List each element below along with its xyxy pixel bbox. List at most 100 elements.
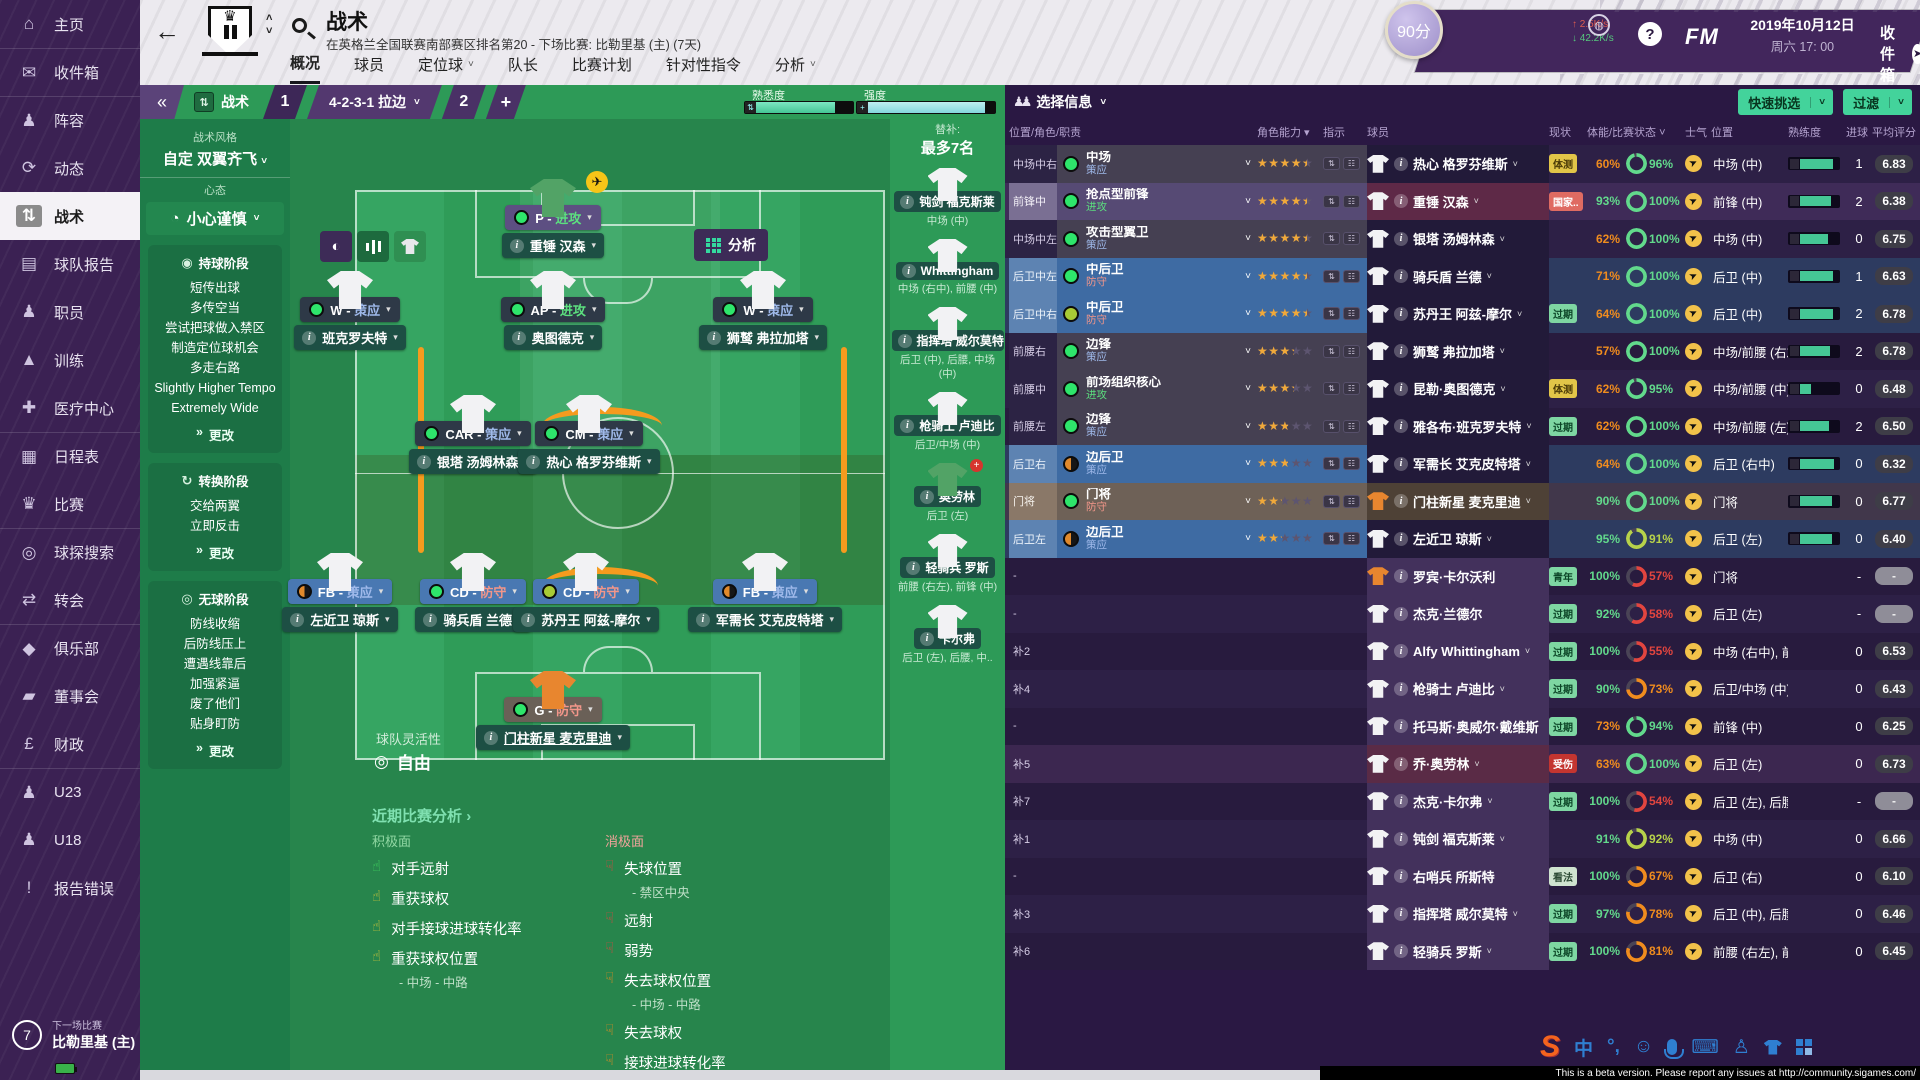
squad-row[interactable]: 补6 i 轻骑兵 罗斯 ˅ 过期 100% 81% ➤ 前腰 (右左), 前... 0 6.45: [1005, 932, 1920, 970]
sidebar-item-report-error[interactable]: ! 报告错误: [0, 864, 140, 912]
player-card-icon[interactable]: ☷: [1343, 457, 1360, 471]
player-name-dropdown[interactable]: i 杰克·卡尔弗 ˅: [1367, 782, 1549, 820]
player-card-icon[interactable]: ☷: [1343, 269, 1360, 283]
kit-view-button[interactable]: [394, 231, 426, 262]
role-dropdown[interactable]: W - 策应 ▾: [713, 297, 813, 322]
col-header-rating[interactable]: 平均评分: [1872, 127, 1916, 139]
sidebar-item-u23[interactable]: ♟ U23: [0, 768, 140, 816]
player-instructions-icon[interactable]: ⇅: [1323, 382, 1340, 396]
substitute-item[interactable]: i 轻骑兵 罗斯 前腰 (右左), 前锋 (中): [890, 534, 1005, 594]
ime-icon[interactable]: 中: [1574, 1038, 1594, 1060]
player-name-dropdown[interactable]: i 罗宾·卡尔沃利: [1367, 557, 1549, 595]
role-dropdown[interactable]: 前场组织核心 进攻 ˅: [1057, 370, 1257, 408]
player-name-dropdown[interactable]: i 右哨兵 所斯特: [1367, 857, 1549, 895]
continue-inbox-button[interactable]: 收件箱 ➤: [1880, 22, 1920, 85]
ime-icon[interactable]: ☺: [1633, 1036, 1654, 1057]
squad-row[interactable]: 补2 i Alfy Whittingham ˅ 过期 100% 55% ➤ 中场 (右中), 前…: [1005, 632, 1920, 670]
player-name-dropdown[interactable]: i 狮鹫 弗拉加塔 ▾: [698, 325, 828, 350]
instruction-icons[interactable]: ⇅ ☷: [1323, 445, 1367, 483]
tab-队长[interactable]: 队长: [508, 52, 538, 84]
player-name-dropdown[interactable]: i 军需长 艾克皮特塔 ˅: [1367, 445, 1549, 483]
next-match-widget[interactable]: 7 下一场比赛 比勒里基 (主): [0, 1017, 140, 1052]
sidebar-item-board[interactable]: ▰ 董事会: [0, 672, 140, 720]
change-link[interactable]: » 更改: [152, 741, 278, 760]
contrast-view-button[interactable]: ◐: [320, 231, 352, 262]
player-instructions-icon[interactable]: ⇅: [1323, 194, 1340, 208]
player-name-dropdown[interactable]: i 奥图德克 ▾: [503, 325, 603, 350]
tab-概况[interactable]: 概况: [290, 52, 321, 84]
player-name-dropdown[interactable]: i Alfy Whittingham ˅: [1367, 632, 1549, 670]
tab-比赛计划[interactable]: 比赛计划: [572, 52, 632, 84]
squad-row[interactable]: - i 罗宾·卡尔沃利 青年 100% 57% ➤ 门将 - -: [1005, 557, 1920, 595]
ime-icon[interactable]: °,: [1607, 1036, 1620, 1057]
player-name-dropdown[interactable]: i 狮鹫 弗拉加塔 ˅: [1367, 332, 1549, 370]
search-icon[interactable]: [292, 18, 307, 33]
instruction-icons[interactable]: ⇅ ☷: [1323, 520, 1367, 558]
player-name-dropdown[interactable]: i 重锤 汉森 ˅: [1367, 182, 1549, 220]
player-name-dropdown[interactable]: i 昆勒·奥图德克 ˅: [1367, 370, 1549, 408]
role-dropdown[interactable]: 攻击型翼卫 策应 ˅: [1057, 220, 1257, 258]
select-info-dropdown[interactable]: ♟♟ 选择信息 ˅: [1013, 94, 1107, 110]
col-header-status[interactable]: 现状: [1549, 127, 1571, 139]
instruction-icons[interactable]: ⇅ ☷: [1323, 182, 1367, 220]
instruction-icons[interactable]: ⇅ ☷: [1323, 257, 1367, 295]
player-name-dropdown[interactable]: i 热心 格罗芬维斯 ˅: [1367, 145, 1549, 183]
col-header-ability[interactable]: 角色能力 ▾: [1257, 127, 1310, 139]
player-name-dropdown[interactable]: i 轻骑兵 罗斯 ˅: [1367, 932, 1549, 970]
player-name-dropdown[interactable]: i 左近卫 琼斯 ˅: [1367, 520, 1549, 558]
ime-skin-icon[interactable]: [1763, 1039, 1782, 1055]
sidebar-item-squad[interactable]: ♟ 阵容: [0, 96, 140, 144]
sidebar-item-u18[interactable]: ♟ U18: [0, 816, 140, 864]
player-name-dropdown[interactable]: i 苏丹王 阿兹-摩尔 ˅: [1367, 295, 1549, 333]
col-header-position[interactable]: 位置: [1711, 127, 1733, 139]
player-name-dropdown[interactable]: i 门柱新星 麦克里迪 ˅: [1367, 482, 1549, 520]
formation-dropdown[interactable]: 4-2-3-1 拉边 ˅: [307, 85, 442, 119]
player-name-dropdown[interactable]: i 骑兵盾 兰德 ˅: [1367, 257, 1549, 295]
back-button[interactable]: ←: [154, 16, 180, 46]
player-instructions-icon[interactable]: ⇅: [1323, 494, 1340, 508]
role-dropdown[interactable]: 门将 防守 ˅: [1057, 482, 1257, 520]
change-link[interactable]: » 更改: [152, 543, 278, 562]
squad-row[interactable]: 补3 i 指挥塔 威尔莫特 ˅ 过期 97% 78% ➤ 后卫 (中), 后腰,... 0 6.46: [1005, 895, 1920, 933]
instruction-icons[interactable]: ⇅ ☷: [1323, 407, 1367, 445]
tab-球员[interactable]: 球员: [354, 52, 384, 84]
player-card-icon[interactable]: ☷: [1343, 382, 1360, 396]
player-name-dropdown[interactable]: i 乔·奥劳林 ˅: [1367, 745, 1549, 783]
role-dropdown[interactable]: 边锋 策应 ˅: [1057, 407, 1257, 445]
tactic-slot-1[interactable]: 1: [263, 85, 307, 119]
squad-row[interactable]: 补1 i 钝剑 福克斯莱 ˅ 91% 92% ➤ 中场 (中) 0 6.66: [1005, 820, 1920, 858]
role-dropdown[interactable]: 中后卫 防守 ˅: [1057, 257, 1257, 295]
tactic-slot-2[interactable]: 2: [442, 85, 486, 119]
instruction-icons[interactable]: ⇅ ☷: [1323, 482, 1367, 520]
squad-row[interactable]: 补5 i 乔·奥劳林 ˅ 受伤 63% 100% ➤ 后卫 (左) 0 6.73: [1005, 745, 1920, 783]
player-card-icon[interactable]: ☷: [1343, 344, 1360, 358]
change-link[interactable]: » 更改: [152, 425, 278, 444]
player-instructions-icon[interactable]: ⇅: [1323, 157, 1340, 171]
player-name-dropdown[interactable]: i 托马斯·奥威尔·戴维斯: [1367, 707, 1549, 745]
player-instructions-icon[interactable]: ⇅: [1323, 307, 1340, 321]
player-instructions-icon[interactable]: ⇅: [1323, 457, 1340, 471]
tab-定位球[interactable]: 定位球 ˅: [418, 52, 474, 84]
col-header-morale[interactable]: 士气: [1685, 127, 1707, 139]
sidebar-item-schedule[interactable]: ▦ 日程表: [0, 432, 140, 480]
squad-row[interactable]: 补4 i 枪骑士 卢迪比 ˅ 过期 90% 73% ➤ 后卫/中场 (中) 0 6.43: [1005, 670, 1920, 708]
player-name-dropdown[interactable]: i 门柱新星 麦克里迪 ▾: [475, 725, 631, 750]
player-name-dropdown[interactable]: i 雅各布·班克罗夫特 ˅: [1367, 407, 1549, 445]
player-name-dropdown[interactable]: i 军需长 艾克皮特塔 ▾: [687, 607, 843, 632]
help-button[interactable]: ?: [1638, 22, 1662, 46]
sidebar-item-scouting[interactable]: ◎ 球探搜索: [0, 528, 140, 576]
substitute-item[interactable]: + i 奥劳林 后卫 (左): [890, 459, 1005, 523]
player-name-dropdown[interactable]: i 苏丹王 阿兹-摩尔 ▾: [513, 607, 659, 632]
sidebar-item-transfers[interactable]: ⇄ 转会: [0, 576, 140, 624]
player-instructions-icon[interactable]: ⇅: [1323, 532, 1340, 546]
role-dropdown[interactable]: 中场 策应 ˅: [1057, 145, 1257, 183]
instruction-icons[interactable]: ⇅ ☷: [1323, 145, 1367, 183]
sidebar-item-finances[interactable]: £ 财政: [0, 720, 140, 768]
sidebar-item-dynamics[interactable]: ⟳ 动态: [0, 144, 140, 192]
player-name-dropdown[interactable]: i 热心 格罗芬维斯 ▾: [518, 449, 660, 474]
substitute-item[interactable]: i 卡尔弗 后卫 (左), 后腰, 中..: [890, 605, 1005, 665]
